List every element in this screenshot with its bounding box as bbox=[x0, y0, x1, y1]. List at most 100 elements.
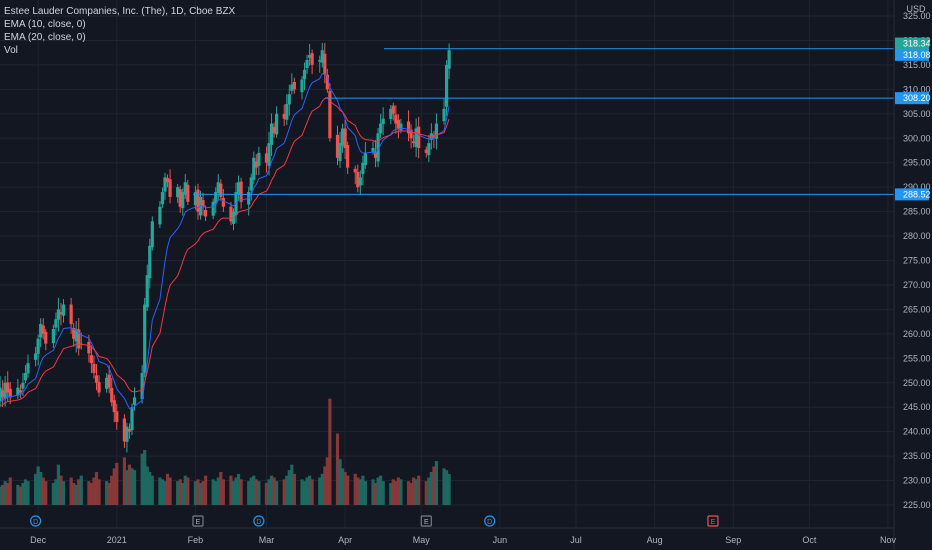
volume-bar bbox=[56, 464, 61, 505]
candle-body bbox=[417, 126, 421, 149]
volume-bar bbox=[282, 479, 286, 505]
volume-bar bbox=[249, 477, 253, 505]
candle-body bbox=[444, 64, 449, 107]
candle-body bbox=[381, 118, 385, 124]
dividend-marker-icon[interactable] bbox=[484, 515, 496, 527]
volume-bar bbox=[145, 466, 149, 505]
volume-bar bbox=[59, 475, 63, 505]
event-marker-label: E bbox=[196, 519, 201, 526]
time-tick-label: Oct bbox=[802, 535, 817, 545]
price-tag[interactable] bbox=[895, 48, 929, 61]
candle-body bbox=[310, 53, 314, 65]
volume-bar bbox=[97, 479, 101, 505]
candle-body bbox=[39, 324, 43, 338]
earnings-marker-icon[interactable] bbox=[707, 515, 719, 527]
candle-body bbox=[94, 375, 99, 383]
volume-bar bbox=[406, 481, 411, 505]
volume-bar bbox=[143, 450, 147, 505]
price-tag[interactable] bbox=[895, 92, 929, 105]
candle-body bbox=[325, 74, 329, 90]
volume-bar bbox=[26, 481, 30, 505]
volume-bar bbox=[264, 483, 269, 505]
volume-bar bbox=[444, 470, 449, 505]
candle-body bbox=[239, 181, 243, 202]
candle-body bbox=[130, 407, 134, 431]
volume-bar bbox=[18, 486, 22, 505]
candle-body bbox=[181, 192, 185, 209]
volume-bar bbox=[181, 483, 185, 505]
price-tag-label: 318.34 bbox=[903, 39, 931, 49]
legend-volume[interactable]: Vol bbox=[4, 45, 18, 56]
event-marker-label: D bbox=[33, 519, 38, 526]
candle-body bbox=[115, 411, 119, 422]
volume-bar bbox=[41, 477, 45, 505]
candle-body bbox=[338, 143, 342, 162]
price-tag[interactable] bbox=[895, 37, 929, 50]
candle-body bbox=[229, 206, 233, 222]
volume-bar bbox=[8, 477, 12, 505]
price-tag[interactable] bbox=[895, 188, 929, 201]
volume-bar bbox=[239, 479, 243, 505]
candle-body bbox=[305, 60, 309, 68]
legend-ema10[interactable]: EMA (10, close, 0) bbox=[4, 19, 86, 30]
candle-body bbox=[196, 189, 200, 212]
legend-ema20[interactable]: EMA (20, close, 0) bbox=[4, 32, 86, 43]
ema10-line bbox=[0, 72, 450, 410]
volume-bar bbox=[302, 481, 307, 505]
volume-bar bbox=[140, 453, 144, 505]
candle-body bbox=[3, 382, 7, 399]
volume-bar bbox=[252, 475, 256, 505]
volume-bar bbox=[338, 459, 342, 505]
volume-bar bbox=[340, 468, 345, 505]
candle-body bbox=[44, 331, 48, 344]
volume-bar bbox=[320, 473, 324, 505]
candle-body bbox=[51, 328, 55, 344]
price-tick-label: 270.00 bbox=[903, 280, 931, 290]
candle-body bbox=[74, 328, 78, 342]
candle-body bbox=[125, 426, 129, 442]
candle-body bbox=[105, 377, 109, 389]
candle-body bbox=[272, 126, 276, 134]
earnings-marker-icon[interactable] bbox=[192, 515, 204, 527]
candle-body bbox=[140, 372, 144, 400]
volume-bar bbox=[358, 479, 362, 505]
dividend-marker-icon[interactable] bbox=[30, 515, 42, 527]
volume-bar bbox=[160, 479, 165, 505]
dividend-marker-icon[interactable] bbox=[253, 515, 265, 527]
volume-bar bbox=[193, 481, 198, 505]
candle-body bbox=[59, 312, 63, 315]
candle-body bbox=[346, 144, 350, 168]
volume-bar bbox=[6, 483, 10, 505]
legend-symbol-title[interactable]: Estee Lauder Companies, Inc. (The), 1D, … bbox=[4, 6, 236, 17]
candle-body bbox=[69, 304, 73, 325]
candle-body bbox=[328, 91, 332, 139]
candle-body bbox=[414, 128, 418, 148]
candle-body bbox=[165, 178, 170, 183]
earnings-marker-icon[interactable] bbox=[420, 515, 432, 527]
candle-body bbox=[269, 123, 274, 145]
candle-body bbox=[442, 108, 446, 122]
price-tick-label: 280.00 bbox=[903, 231, 931, 241]
candle-body bbox=[371, 148, 375, 152]
volume-bar bbox=[379, 475, 383, 505]
candle-body bbox=[18, 390, 22, 393]
volume-bar bbox=[285, 475, 289, 505]
volume-bar bbox=[176, 481, 180, 505]
candle-body bbox=[216, 182, 220, 193]
candle-body bbox=[23, 372, 28, 381]
volume-bar bbox=[356, 477, 360, 505]
candle-body bbox=[394, 114, 398, 124]
volume-bar bbox=[69, 477, 73, 505]
price-tick-label: 285.00 bbox=[903, 207, 931, 217]
volume-bar bbox=[132, 470, 137, 505]
candle-body bbox=[8, 388, 12, 398]
volume-bar bbox=[107, 483, 111, 505]
volume-bar bbox=[94, 472, 99, 505]
volume-bar bbox=[323, 466, 327, 505]
event-marker-label: D bbox=[487, 519, 492, 526]
candle-body bbox=[340, 128, 345, 146]
candle-body bbox=[122, 418, 127, 442]
volume-bar bbox=[396, 477, 400, 505]
candle-body bbox=[87, 341, 91, 354]
